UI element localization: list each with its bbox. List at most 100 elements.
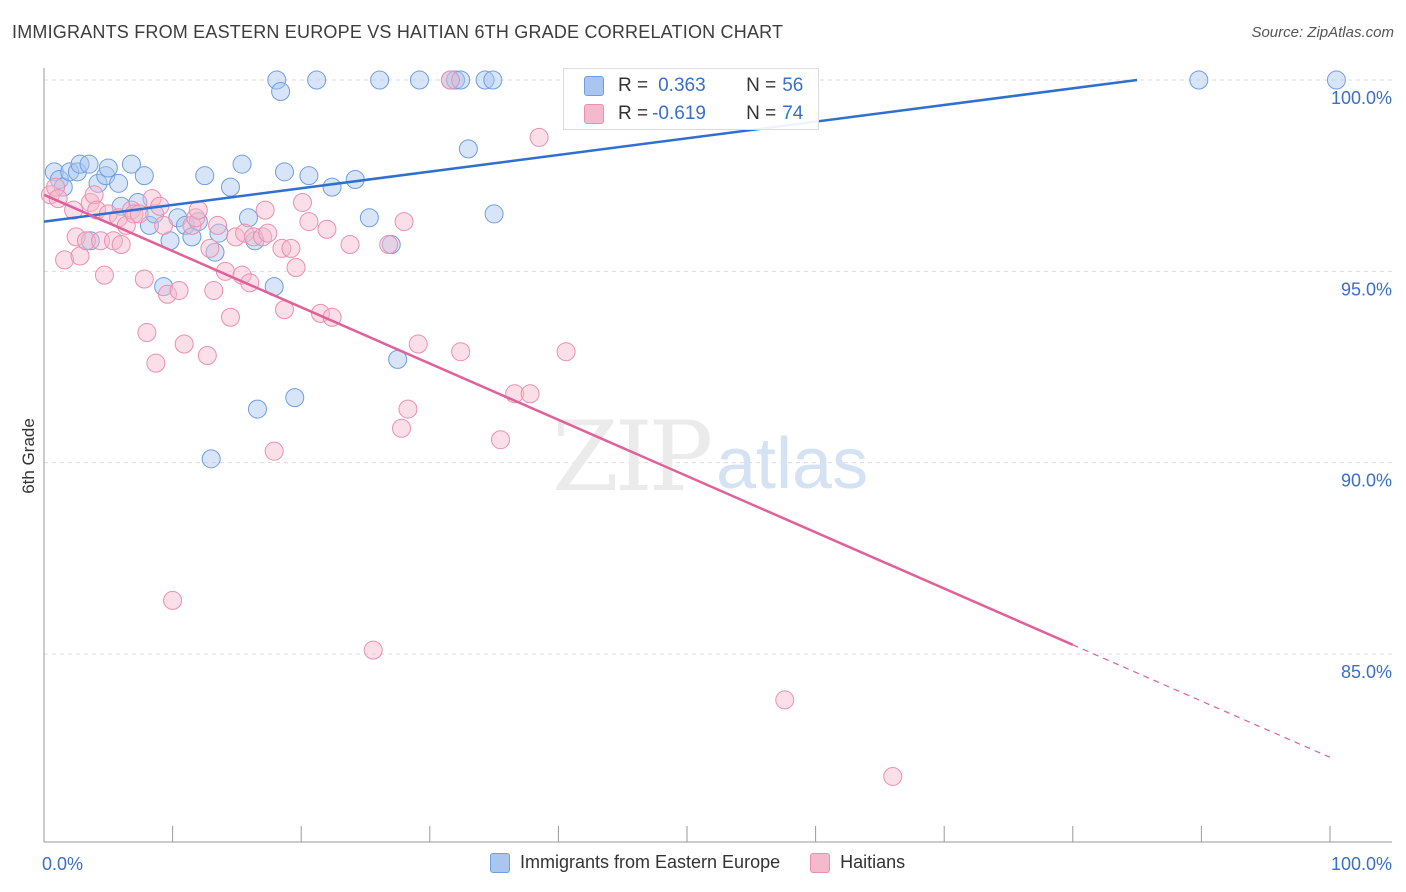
point-eastern-europe xyxy=(274,162,294,182)
stats-n-value: 74 xyxy=(782,103,804,124)
point-haitians xyxy=(883,766,903,786)
y-tick-label: 100.0% xyxy=(1331,88,1392,108)
point-haitians xyxy=(94,265,114,285)
point-haitians xyxy=(197,346,217,366)
series-legend: Immigrants from Eastern Europe Haitians xyxy=(490,852,935,873)
point-haitians xyxy=(163,590,183,610)
trend-lines xyxy=(43,78,1331,758)
point-haitians xyxy=(137,323,157,343)
trend-line-eastern-europe xyxy=(43,78,1138,223)
legend-item-haitians[interactable]: Haitians xyxy=(810,852,905,873)
point-eastern-europe xyxy=(134,166,154,186)
y-tick-label: 90.0% xyxy=(1341,471,1392,491)
point-haitians xyxy=(286,258,306,278)
point-eastern-europe xyxy=(483,70,503,90)
point-eastern-europe xyxy=(322,177,342,197)
data-points xyxy=(40,70,1346,786)
stats-r-label: R = xyxy=(618,75,649,96)
legend-swatch-haitians xyxy=(810,852,831,873)
point-haitians xyxy=(186,208,206,228)
point-haitians xyxy=(134,269,154,289)
stats-row-haitians: R = -0.619 N = 74 xyxy=(584,101,803,127)
point-eastern-europe xyxy=(307,70,327,90)
trend-line-haitians-extension xyxy=(1072,644,1331,758)
stats-r-label: R = xyxy=(618,103,649,124)
point-haitians xyxy=(188,200,208,220)
point-eastern-europe xyxy=(67,162,87,182)
point-eastern-europe xyxy=(205,242,225,262)
point-eastern-europe xyxy=(175,215,195,235)
point-haitians xyxy=(529,127,549,147)
point-haitians xyxy=(281,238,301,258)
watermark-atlas: atlas xyxy=(716,424,868,504)
point-haitians xyxy=(208,215,228,235)
point-haitians xyxy=(556,342,576,362)
point-eastern-europe xyxy=(79,154,99,174)
point-eastern-europe xyxy=(267,70,287,90)
point-eastern-europe xyxy=(220,177,240,197)
point-haitians xyxy=(204,280,224,300)
point-haitians xyxy=(491,430,511,450)
point-haitians xyxy=(146,353,166,373)
stats-r-value: 0.363 xyxy=(658,75,706,96)
point-haitians xyxy=(174,334,194,354)
chart-title: IMMIGRANTS FROM EASTERN EUROPE VS HAITIA… xyxy=(12,22,784,42)
point-haitians xyxy=(55,250,75,270)
point-eastern-europe xyxy=(60,162,80,182)
point-eastern-europe xyxy=(1189,70,1209,90)
point-haitians xyxy=(408,334,428,354)
axes xyxy=(43,68,1392,843)
source-label: Source: ZipAtlas.com xyxy=(1251,24,1394,41)
point-haitians xyxy=(520,384,540,404)
stats-n-value: 56 xyxy=(782,75,804,96)
point-haitians xyxy=(292,192,312,212)
point-haitians xyxy=(451,342,471,362)
legend-swatch-eastern-europe xyxy=(490,852,510,873)
stats-n-label: N = xyxy=(746,75,777,96)
stats-r-value: -0.619 xyxy=(652,103,706,124)
point-eastern-europe xyxy=(121,154,141,174)
point-eastern-europe xyxy=(247,399,267,419)
tick-labels: 100.0% 95.0% 90.0% 85.0% 0.0% 100.0% xyxy=(42,88,1392,874)
legend-item-eastern-europe[interactable]: Immigrants from Eastern Europe xyxy=(490,852,780,873)
legend-label-eastern-europe: Immigrants from Eastern Europe xyxy=(520,852,781,872)
point-haitians xyxy=(46,177,66,197)
y-tick-label: 95.0% xyxy=(1341,279,1392,299)
legend-label-haitians: Haitians xyxy=(840,852,906,872)
point-eastern-europe xyxy=(458,139,478,159)
point-haitians xyxy=(363,640,383,660)
point-eastern-europe xyxy=(195,166,215,186)
point-eastern-europe xyxy=(451,70,471,90)
stats-swatch-haitians xyxy=(584,104,604,124)
stats-legend-box: R = 0.363 N = 56 R = -0.619 N = 74 xyxy=(563,68,819,130)
point-haitians xyxy=(200,238,220,258)
point-eastern-europe xyxy=(475,70,495,90)
point-haitians xyxy=(258,223,278,243)
stats-swatch-eastern-europe xyxy=(584,76,604,96)
y-tick-label: 85.0% xyxy=(1341,662,1392,682)
point-eastern-europe xyxy=(232,154,252,174)
point-eastern-europe xyxy=(370,70,390,90)
point-haitians xyxy=(253,227,273,247)
watermark-zip: ZIP xyxy=(552,401,711,513)
point-haitians xyxy=(84,185,104,205)
point-haitians xyxy=(169,280,189,300)
point-eastern-europe xyxy=(88,173,108,193)
stats-n-label: N = xyxy=(746,103,777,124)
point-haitians xyxy=(394,212,414,232)
y-axis-label: 6th Grade xyxy=(19,418,38,494)
point-haitians xyxy=(111,235,131,255)
point-eastern-europe xyxy=(359,208,379,228)
point-haitians xyxy=(392,418,412,438)
point-haitians xyxy=(340,235,360,255)
point-haitians xyxy=(775,690,795,710)
point-haitians xyxy=(264,441,284,461)
point-eastern-europe xyxy=(238,208,258,228)
point-haitians xyxy=(440,70,460,90)
watermark: ZIP atlas xyxy=(552,401,868,513)
point-eastern-europe xyxy=(299,166,319,186)
point-eastern-europe xyxy=(410,70,430,90)
point-haitians xyxy=(66,227,86,247)
trend-line-haitians xyxy=(43,193,1074,646)
